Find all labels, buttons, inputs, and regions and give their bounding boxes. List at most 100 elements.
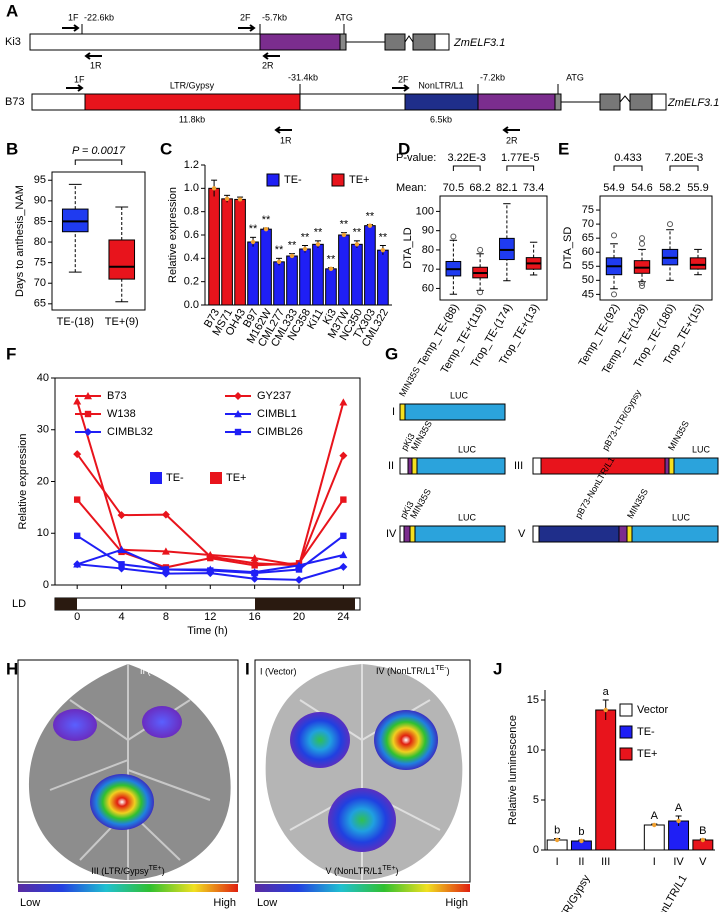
mean-label: 73.4 — [523, 182, 544, 194]
arrow — [392, 84, 410, 92]
legend-label: Vector — [637, 704, 669, 716]
mean-label: 55.9 — [687, 182, 708, 194]
mean-label: 82.1 — [496, 182, 517, 194]
significance: ** — [353, 227, 362, 239]
arrow — [84, 52, 102, 60]
construct-id: IV — [386, 528, 397, 540]
construct-id: V — [518, 528, 526, 540]
significance: B — [699, 825, 706, 837]
leaf-image: I (Vector) IV (NonLTR/L1TE-) V (NonLTR/L… — [254, 659, 471, 909]
significance: ** — [288, 240, 297, 252]
bar — [377, 249, 389, 306]
point — [603, 707, 608, 713]
y-tick-label: 90 — [34, 195, 46, 207]
point — [276, 259, 282, 265]
signal — [142, 706, 182, 738]
significance: A — [675, 802, 683, 814]
significance: ** — [262, 214, 271, 226]
legend-label: CIMBL1 — [257, 408, 297, 420]
bar — [286, 255, 298, 306]
te-size: 6.5kb — [430, 114, 452, 124]
label-sup: TE- — [195, 665, 207, 672]
y-axis-label: Relative expression — [167, 187, 179, 283]
position: -22.6kb — [84, 12, 114, 22]
x-tick-label: 12 — [204, 611, 216, 623]
bar — [299, 248, 311, 306]
bar — [312, 243, 324, 306]
marker — [84, 392, 92, 400]
construct-id: II — [388, 460, 394, 472]
point — [367, 223, 373, 228]
luc — [416, 457, 506, 475]
signal — [328, 788, 396, 852]
exon — [629, 93, 653, 111]
marker — [250, 574, 259, 583]
point — [354, 242, 360, 247]
y-tick-label: 95 — [34, 174, 46, 186]
promoter — [399, 457, 409, 475]
color-bar — [18, 884, 238, 892]
ld-label: LD — [12, 598, 26, 610]
point — [328, 266, 334, 272]
y-tick-label: 60 — [582, 246, 594, 258]
luc — [404, 403, 506, 421]
gene-name: ZmELF3.1 — [453, 37, 505, 49]
signal — [53, 709, 97, 741]
y-tick-label: 20 — [37, 475, 49, 487]
significance: ** — [379, 231, 388, 243]
promoter — [664, 457, 670, 475]
significance: ** — [327, 254, 336, 266]
legend-label: TE- — [284, 174, 302, 186]
y-tick-label: 0.8 — [184, 206, 199, 218]
box — [108, 239, 136, 280]
primer: 2F — [398, 74, 409, 84]
panel-label: J — [493, 659, 502, 678]
x-tick-label: 20 — [293, 611, 305, 623]
panel-labels: A B C D E F G H I J — [6, 1, 569, 678]
p-value-title: P-value: — [396, 152, 436, 164]
marker — [118, 561, 125, 568]
p-value: 1.77E-5 — [501, 152, 540, 164]
scale-label: High — [213, 897, 236, 909]
marker — [73, 532, 81, 540]
exon — [384, 33, 406, 51]
construct-id: III — [514, 460, 523, 472]
x-tick-label: 4 — [118, 611, 124, 623]
marker — [73, 450, 82, 459]
x-tick-label: 24 — [337, 611, 349, 623]
marker — [234, 428, 242, 436]
significance: A — [651, 810, 659, 822]
y-tick-label: 45 — [582, 288, 594, 300]
bar — [234, 198, 246, 306]
outlier — [639, 282, 645, 289]
y-tick-label: 70 — [34, 277, 46, 289]
point — [315, 242, 321, 247]
marker — [251, 569, 258, 577]
promoter — [618, 525, 628, 543]
significance: ** — [340, 219, 349, 231]
y-axis-label: DTA_LD — [402, 227, 414, 268]
significance: ** — [366, 210, 375, 222]
point — [341, 232, 347, 238]
group-label: NonLTR/L1 — [652, 873, 690, 912]
marker — [339, 550, 348, 559]
signal — [374, 710, 438, 770]
y-tick-label: 0.2 — [184, 276, 199, 288]
marker — [339, 451, 348, 460]
outlier — [611, 291, 617, 298]
bracket — [506, 165, 535, 171]
primer: 1R — [90, 60, 102, 70]
part: LUC — [692, 444, 711, 454]
point — [579, 838, 584, 844]
promoter — [403, 525, 411, 543]
exon — [599, 93, 621, 111]
part: MIN35S — [397, 365, 422, 398]
arrow — [62, 24, 80, 32]
primer: 1F — [68, 12, 79, 22]
legend-label: TE- — [166, 472, 184, 484]
min35s — [626, 525, 633, 543]
x-tick-label: 0 — [74, 611, 80, 623]
utr — [554, 93, 562, 111]
marker — [234, 392, 242, 400]
y-tick-label: 0.0 — [184, 299, 199, 311]
